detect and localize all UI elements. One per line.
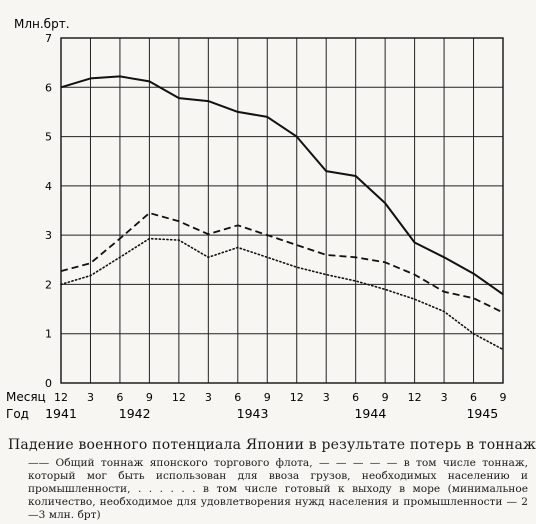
x-month-label: 9 — [264, 391, 271, 404]
y-axis-label: Млн.брт. — [14, 17, 70, 31]
x-year-label: 1941 — [45, 406, 77, 421]
x-month-label: 6 — [470, 391, 477, 404]
y-tick-label: 3 — [45, 229, 52, 242]
x-year-label: 1943 — [237, 406, 269, 421]
x-month-label: 6 — [352, 391, 359, 404]
chart-background — [0, 0, 536, 437]
y-tick-label: 0 — [45, 377, 52, 390]
series-line-dotted — [60, 237, 504, 351]
y-tick-label: 2 — [45, 278, 52, 291]
caption-title: Падение военного потенциала Японии в рез… — [8, 437, 536, 453]
y-tick-label: 4 — [45, 180, 52, 193]
series-line-solid — [60, 75, 504, 296]
month-row-label: Месяц — [6, 390, 46, 404]
y-tick-label: 7 — [45, 32, 52, 45]
x-month-label: 12 — [408, 391, 422, 404]
x-month-label: 3 — [87, 391, 94, 404]
x-month-label: 9 — [500, 391, 507, 404]
x-month-label: 9 — [146, 391, 153, 404]
grid — [60, 37, 504, 384]
x-year-label: 1944 — [354, 406, 386, 421]
x-year-label: 1942 — [119, 406, 151, 421]
plot-frame — [60, 37, 504, 384]
x-month-label: 12 — [54, 391, 68, 404]
y-tick-label: 6 — [45, 81, 52, 94]
y-tick-label: 5 — [45, 131, 52, 144]
x-year-label: 1945 — [466, 406, 498, 421]
x-month-label: 3 — [441, 391, 448, 404]
x-month-label: 3 — [205, 391, 212, 404]
x-month-label: 12 — [290, 391, 304, 404]
series-line-dashed — [60, 212, 504, 314]
x-month-label: 9 — [382, 391, 389, 404]
caption-text: —— Общий тоннаж японского торгового флот… — [28, 457, 528, 521]
caption: Падение военного потенциала Японии в рез… — [8, 437, 536, 522]
series-group — [60, 75, 504, 351]
x-month-label: 3 — [323, 391, 330, 404]
x-month-label: 6 — [234, 391, 241, 404]
year-row-label: Год — [6, 407, 29, 421]
x-month-label: 12 — [172, 391, 186, 404]
x-month-label: 6 — [116, 391, 123, 404]
y-tick-label: 1 — [45, 328, 52, 341]
